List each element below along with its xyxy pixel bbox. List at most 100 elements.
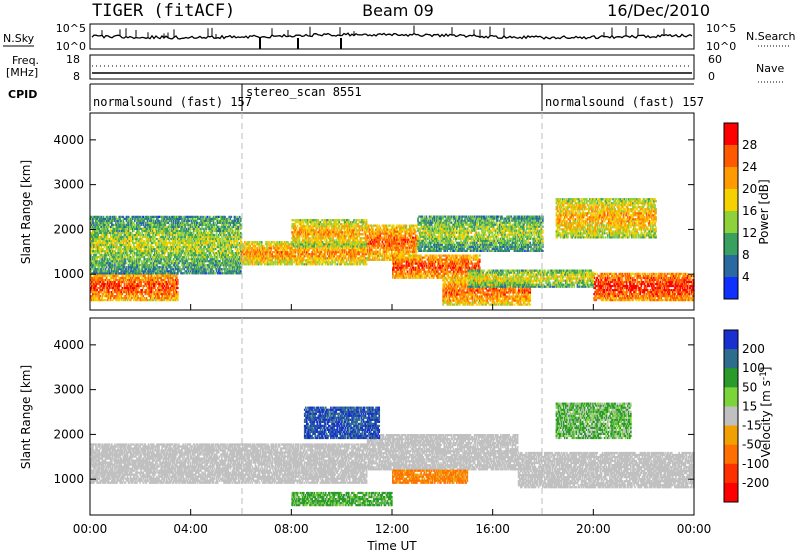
power-cell bbox=[97, 268, 99, 270]
nave-tick-top: 60 bbox=[708, 53, 722, 66]
power-cell bbox=[132, 297, 134, 299]
power-cell bbox=[142, 279, 144, 281]
power-cell bbox=[177, 283, 179, 285]
nsky-line bbox=[92, 33, 692, 39]
power-cell bbox=[124, 285, 126, 287]
power-cell bbox=[130, 275, 132, 277]
power-cell bbox=[104, 260, 106, 262]
power-cell bbox=[133, 289, 135, 291]
nsky-tick-bottom: 10^0 bbox=[56, 40, 86, 53]
power-cell bbox=[131, 279, 133, 281]
power-cell bbox=[110, 232, 112, 234]
power-cell bbox=[128, 287, 130, 289]
power-cell bbox=[177, 287, 179, 289]
power-cell bbox=[95, 293, 97, 295]
power-cell bbox=[101, 246, 103, 248]
power-cell bbox=[105, 218, 107, 220]
power-cell bbox=[126, 291, 128, 293]
power-cell bbox=[112, 264, 114, 266]
power-cell bbox=[129, 295, 131, 297]
power-cell bbox=[169, 297, 171, 299]
power-cell bbox=[108, 224, 110, 226]
power-cell bbox=[112, 248, 114, 250]
power-cell bbox=[118, 287, 120, 289]
power-cell bbox=[124, 283, 126, 285]
power-cell bbox=[95, 295, 97, 297]
power-cell bbox=[101, 285, 103, 287]
power-cell bbox=[170, 279, 172, 281]
power-cell bbox=[117, 275, 119, 277]
power-cell bbox=[103, 293, 105, 295]
power-cell bbox=[126, 295, 128, 297]
power-cell bbox=[120, 299, 122, 301]
cpid-label: CPID bbox=[8, 88, 37, 101]
power-cell bbox=[153, 295, 155, 297]
power-cell bbox=[166, 281, 168, 283]
power-cell bbox=[97, 234, 99, 236]
power-cell bbox=[134, 283, 136, 285]
power-cell bbox=[175, 299, 177, 301]
power-cell bbox=[152, 289, 154, 291]
power-cell bbox=[97, 244, 99, 246]
power-cell bbox=[98, 246, 100, 248]
power-cell bbox=[165, 279, 167, 281]
power-cell bbox=[115, 295, 117, 297]
power-cell bbox=[107, 216, 109, 218]
power-cell bbox=[122, 287, 124, 289]
power-cell bbox=[107, 275, 109, 277]
power-cell bbox=[111, 285, 113, 287]
power-cell bbox=[151, 291, 153, 293]
power-cell bbox=[113, 279, 115, 281]
power-cell bbox=[106, 256, 108, 258]
power-cell bbox=[126, 281, 128, 283]
power-cell bbox=[177, 291, 179, 293]
power-cell bbox=[160, 277, 162, 279]
power-cell bbox=[167, 283, 169, 285]
power-cell bbox=[94, 266, 96, 268]
power-cell bbox=[96, 272, 98, 274]
power-cell bbox=[114, 240, 116, 242]
power-cell bbox=[122, 293, 124, 295]
cpid-panel: CPID normalsound (fast) 157 stereo_scan … bbox=[8, 84, 704, 111]
power-cell bbox=[102, 277, 104, 279]
nsky-tick-top: 10^5 bbox=[56, 22, 86, 35]
power-cell bbox=[161, 289, 163, 291]
power-cell bbox=[177, 295, 179, 297]
power-cell bbox=[162, 283, 164, 285]
power-cell bbox=[125, 299, 127, 301]
power-cell bbox=[140, 283, 142, 285]
power-cell bbox=[137, 297, 139, 299]
power-cell bbox=[118, 299, 120, 301]
power-cell bbox=[168, 285, 170, 287]
power-cell bbox=[142, 295, 144, 297]
power-cell bbox=[95, 297, 97, 299]
power-cell bbox=[126, 293, 128, 295]
power-cell bbox=[112, 268, 114, 270]
power-cell bbox=[102, 254, 104, 256]
power-cell bbox=[105, 224, 107, 226]
power-cell bbox=[112, 291, 114, 293]
power-cell bbox=[151, 295, 153, 297]
power-cell bbox=[176, 275, 178, 277]
power-cell bbox=[150, 297, 152, 299]
radar-summary-figure: TIGER (fitACF) Beam 09 16/Dec/2010 N.Sky… bbox=[0, 0, 800, 554]
power-cell bbox=[98, 228, 100, 230]
power-cell bbox=[107, 228, 109, 230]
power-cell bbox=[114, 281, 116, 283]
freq-panel: Freq. [MHz] 18 8 60 0 Nave bbox=[6, 53, 784, 83]
power-cell bbox=[109, 256, 111, 258]
power-cell bbox=[115, 289, 117, 291]
power-cell bbox=[168, 287, 170, 289]
power-cell bbox=[106, 277, 108, 279]
power-cell bbox=[108, 289, 110, 291]
power-cell bbox=[141, 293, 143, 295]
radar-title: TIGER (fitACF) bbox=[92, 1, 235, 21]
power-cell bbox=[116, 279, 118, 281]
power-cell bbox=[111, 254, 113, 256]
power-cell bbox=[107, 258, 109, 260]
power-cell bbox=[138, 287, 140, 289]
power-cell bbox=[173, 289, 175, 291]
power-cell bbox=[127, 299, 129, 301]
power-cell bbox=[137, 295, 139, 297]
power-cell bbox=[104, 289, 106, 291]
